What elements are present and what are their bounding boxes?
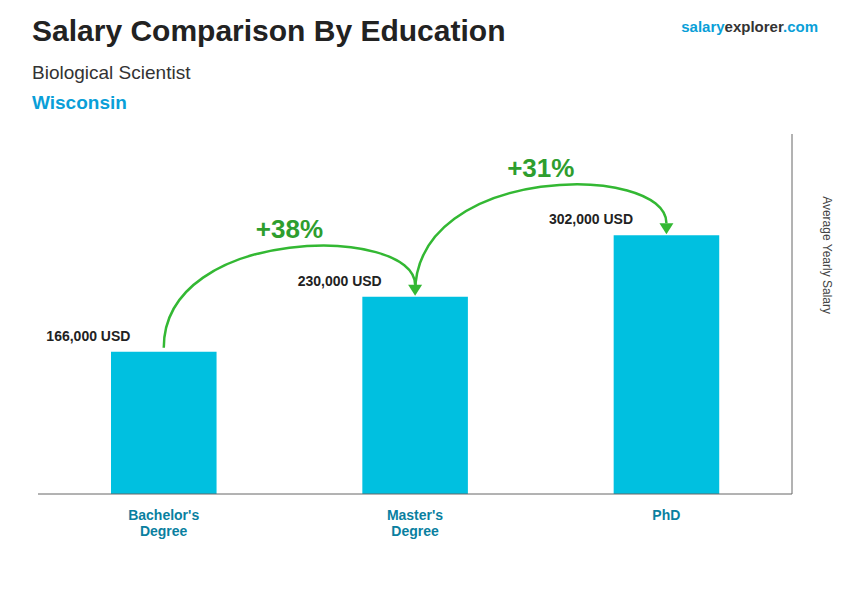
svg-text:PhD: PhD: [652, 507, 680, 523]
svg-text:Master'sDegree: Master'sDegree: [387, 507, 443, 539]
html-text:salary explorer.com: salary explorer.com: [681, 18, 818, 35]
html-text:Wisconsin: Wisconsin: [32, 92, 127, 113]
svg-text:+31%: +31%: [507, 153, 574, 183]
svg-text:Bachelor'sDegree: Bachelor'sDegree: [128, 507, 199, 539]
svg-text:166,000 USD: 166,000 USD: [46, 328, 130, 344]
svg-text:302,000 USD: 302,000 USD: [549, 211, 633, 227]
html-text:Salary Comparison By Education: Salary Comparison By Education: [32, 14, 506, 47]
svg-text:+38%: +38%: [256, 214, 323, 244]
html-text:Biological Scientist: Biological Scientist: [32, 62, 191, 83]
svg-text:Average Yearly Salary: Average Yearly Salary: [820, 196, 834, 314]
svg-text:230,000 USD: 230,000 USD: [298, 273, 382, 289]
